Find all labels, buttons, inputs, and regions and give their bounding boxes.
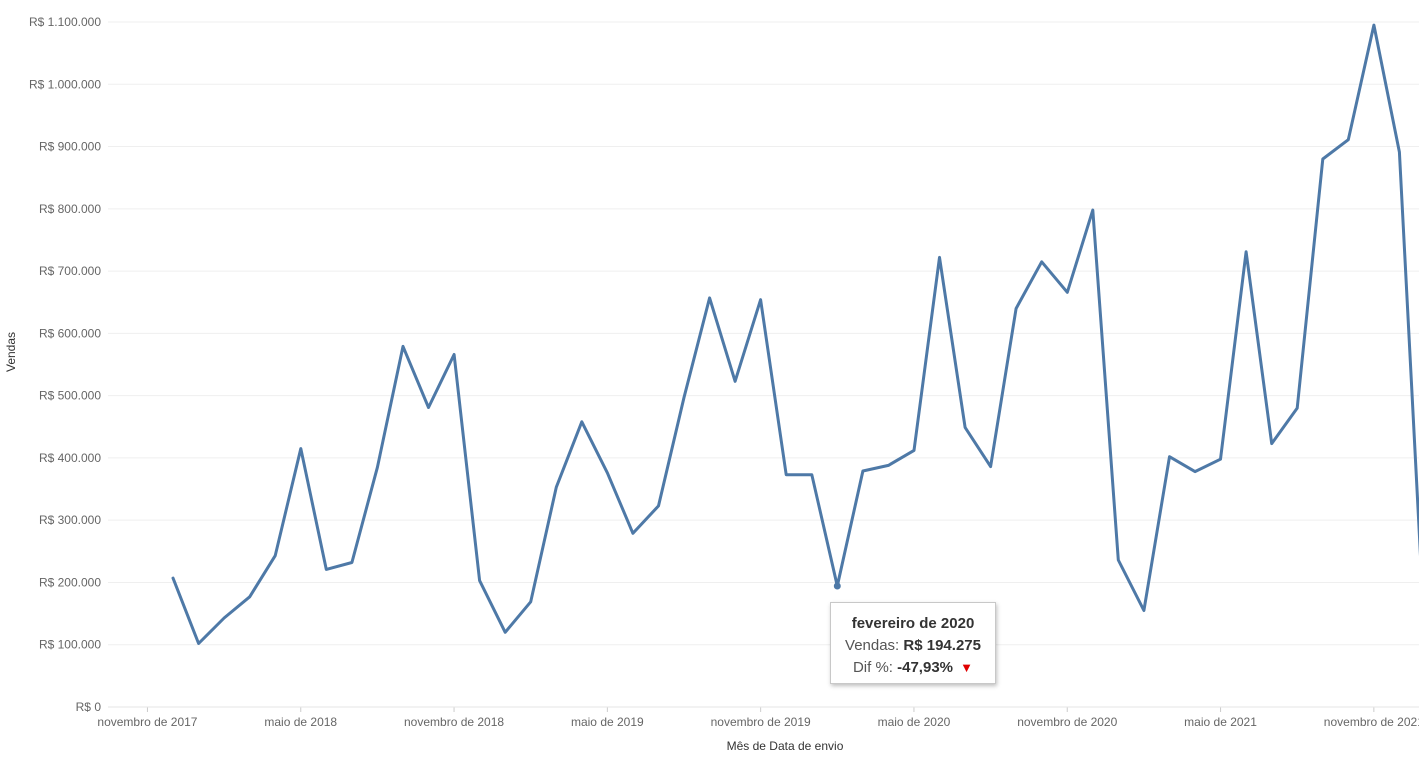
data-point[interactable] — [759, 298, 762, 301]
y-tick-label: R$ 900.000 — [39, 140, 101, 154]
data-point[interactable] — [529, 600, 532, 603]
tooltip-dif-row: Dif %: -47,93% ▼ — [831, 657, 995, 679]
data-point[interactable] — [683, 396, 686, 399]
data-point[interactable] — [1270, 442, 1273, 445]
data-point[interactable] — [912, 449, 915, 452]
data-point[interactable] — [887, 464, 890, 467]
data-point[interactable] — [1245, 250, 1248, 253]
data-point[interactable] — [606, 471, 609, 474]
data-point[interactable] — [810, 473, 813, 476]
data-point[interactable] — [1347, 138, 1350, 141]
data-point[interactable] — [734, 380, 737, 383]
y-tick-label: R$ 600.000 — [39, 326, 101, 340]
x-tick-label: maio de 2018 — [264, 715, 337, 729]
data-point[interactable] — [376, 466, 379, 469]
data-point[interactable] — [1398, 151, 1401, 154]
sales-series — [171, 23, 1419, 645]
data-point[interactable] — [274, 554, 277, 557]
data-point[interactable] — [401, 345, 404, 348]
data-point[interactable] — [1168, 455, 1171, 458]
data-point[interactable] — [223, 616, 226, 619]
data-point[interactable] — [1321, 158, 1324, 161]
data-point[interactable] — [1040, 260, 1043, 263]
y-tick-label: R$ 1.100.000 — [29, 15, 101, 29]
data-point[interactable] — [1066, 291, 1069, 294]
y-tick-label: R$ 400.000 — [39, 451, 101, 465]
x-tick-label: maio de 2021 — [1184, 715, 1257, 729]
x-axis-title: Mês de Data de envio — [727, 739, 844, 753]
data-point[interactable] — [172, 577, 175, 580]
data-point[interactable] — [580, 420, 583, 423]
data-point[interactable] — [248, 595, 251, 598]
data-point[interactable] — [938, 256, 941, 259]
x-axis-ticks: novembro de 2017 maio de 2018 novembro de … — [97, 707, 1419, 729]
x-tick-label: novembro de 2018 — [404, 715, 504, 729]
data-point[interactable] — [325, 568, 328, 571]
data-point[interactable] — [1219, 458, 1222, 461]
y-axis-ticks: R$ 0 R$ 100.000 R$ 200.000 R$ 300.000 R$ 400… — [29, 15, 101, 714]
data-point[interactable] — [631, 532, 634, 535]
data-point[interactable] — [1117, 559, 1120, 562]
data-point[interactable] — [964, 426, 967, 429]
data-point[interactable] — [197, 642, 200, 645]
y-axis-title: Vendas — [4, 332, 18, 372]
tooltip-vendas-value: R$ 194.275 — [903, 637, 981, 654]
data-point[interactable] — [1372, 24, 1375, 27]
data-point[interactable] — [1015, 307, 1018, 310]
data-point[interactable] — [453, 353, 456, 356]
tooltip-vendas-row: Vendas: R$ 194.275 — [831, 635, 995, 657]
data-point[interactable] — [1296, 407, 1299, 410]
x-tick-label: novembro de 2020 — [1017, 715, 1117, 729]
x-tick-label: maio de 2019 — [571, 715, 644, 729]
data-point[interactable] — [478, 579, 481, 582]
y-tick-label: R$ 200.000 — [39, 575, 101, 589]
y-tick-label: R$ 800.000 — [39, 202, 101, 216]
data-point[interactable] — [299, 447, 302, 450]
y-tick-label: R$ 1.000.000 — [29, 77, 101, 91]
data-point[interactable] — [1142, 609, 1145, 612]
data-point[interactable] — [504, 631, 507, 634]
data-point[interactable] — [555, 486, 558, 489]
data-point[interactable] — [1091, 209, 1094, 212]
series-line — [171, 23, 1419, 645]
data-point[interactable] — [657, 504, 660, 507]
x-tick-label: novembro de 2019 — [711, 715, 811, 729]
data-point[interactable] — [989, 465, 992, 468]
x-tick-label: maio de 2020 — [878, 715, 951, 729]
highlighted-data-point[interactable] — [833, 582, 841, 590]
data-point[interactable] — [861, 469, 864, 472]
tooltip-dif-label: Dif %: — [852, 659, 893, 676]
y-tick-label: R$ 300.000 — [39, 513, 101, 527]
tooltip-vendas-label: Vendas: — [845, 637, 900, 654]
data-point[interactable] — [350, 561, 353, 564]
y-tick-label: R$ 700.000 — [39, 264, 101, 278]
data-point[interactable] — [427, 406, 430, 409]
down-arrow-icon: ▼ — [960, 660, 974, 675]
tooltip-dif-value: -47,93% — [897, 659, 953, 676]
tooltip-title: fevereiro de 2020 — [851, 615, 975, 632]
x-tick-label: novembro de 2021 — [1324, 715, 1419, 729]
data-point[interactable] — [785, 473, 788, 476]
y-tick-label: R$ 500.000 — [39, 389, 101, 403]
data-point[interactable] — [708, 296, 711, 299]
y-tick-label: R$ 0 — [76, 700, 102, 714]
x-tick-label: novembro de 2017 — [97, 715, 197, 729]
data-point[interactable] — [1194, 470, 1197, 473]
data-tooltip: fevereiro de 2020 Vendas: R$ 194.275 Dif… — [830, 602, 996, 684]
y-tick-label: R$ 100.000 — [39, 638, 101, 652]
gridlines — [108, 21, 1419, 646]
